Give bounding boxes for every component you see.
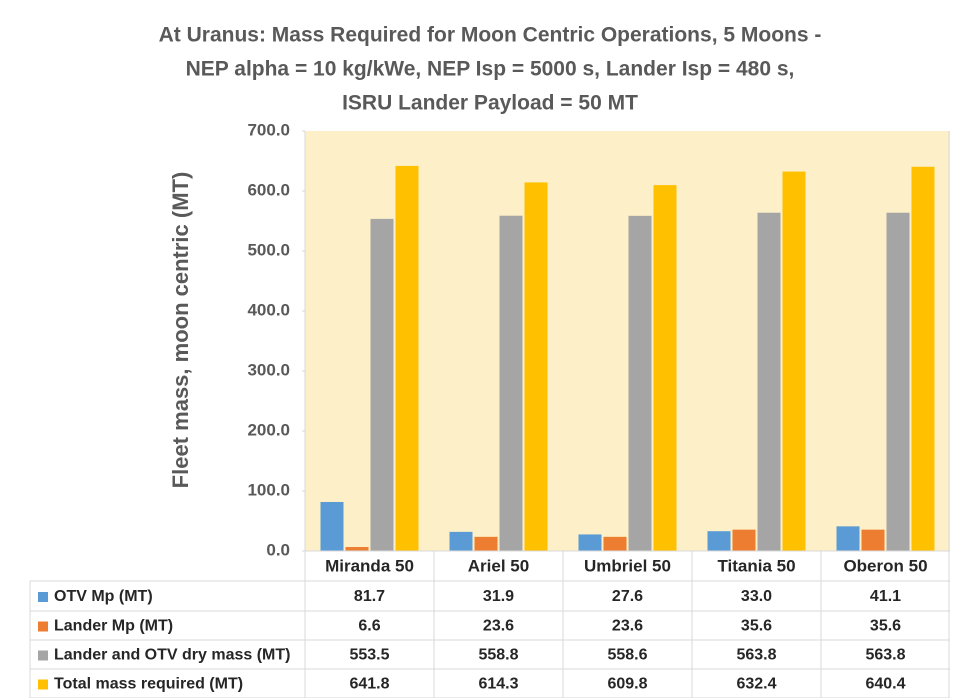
x-tick-label: Titania 50 (717, 556, 795, 575)
table-value: 35.6 (741, 618, 772, 635)
bar (628, 215, 652, 551)
y-tick-label: 0.0 (266, 540, 290, 559)
legend-swatch (38, 650, 48, 661)
y-axis-label: Fleet mass, moon centric (MT) (168, 172, 193, 489)
chart-title: NEP alpha = 10 kg/kWe, NEP Isp = 5000 s,… (186, 58, 795, 81)
x-tick-label: Ariel 50 (468, 556, 529, 575)
table-value: 6.6 (358, 618, 380, 635)
bar (886, 212, 910, 551)
bar (345, 547, 369, 551)
bar (707, 531, 731, 551)
bar (782, 171, 806, 551)
y-tick-label: 100.0 (247, 480, 290, 499)
table-value: 35.6 (870, 618, 901, 635)
bar (524, 182, 548, 552)
table-value: 558.6 (607, 647, 647, 664)
legend-label: Lander and OTV dry mass (MT) (54, 647, 290, 664)
bar (732, 529, 756, 551)
legend-swatch (38, 679, 48, 690)
bar (836, 526, 860, 551)
bar (861, 529, 885, 551)
legend-label: Lander Mp (MT) (54, 618, 173, 635)
chart-title: ISRU Lander Payload = 50 MT (342, 92, 638, 115)
bar (320, 501, 344, 551)
bar (911, 166, 935, 551)
x-tick-label: Miranda 50 (325, 556, 414, 575)
bar (757, 212, 781, 551)
table-value: 553.5 (349, 647, 389, 664)
legend-swatch (38, 592, 48, 602)
x-tick-label: Oberon 50 (843, 556, 927, 575)
bar (603, 536, 627, 551)
bar (499, 215, 523, 551)
bar (653, 185, 677, 551)
table-value: 81.7 (354, 588, 385, 605)
table-value: 31.9 (483, 588, 514, 605)
y-tick-label: 600.0 (247, 180, 290, 199)
table-value: 563.8 (736, 647, 776, 664)
table-value: 632.4 (736, 676, 776, 693)
y-tick-label: 500.0 (247, 240, 290, 259)
table-value: 23.6 (612, 618, 643, 635)
chart-title: At Uranus: Mass Required for Moon Centri… (159, 24, 822, 47)
table-value: 640.4 (865, 676, 905, 693)
x-tick-label: Umbriel 50 (584, 556, 671, 575)
table-value: 614.3 (478, 676, 518, 693)
table-value: 41.1 (870, 588, 901, 605)
y-tick-label: 700.0 (247, 120, 290, 139)
table-value: 33.0 (741, 588, 772, 605)
y-tick-label: 200.0 (247, 420, 290, 439)
legend-label: OTV Mp (MT) (54, 588, 153, 605)
table-value: 27.6 (612, 588, 643, 605)
bar (370, 218, 394, 551)
table-value: 609.8 (607, 676, 647, 693)
y-tick-label: 300.0 (247, 360, 290, 379)
bar (449, 531, 473, 551)
table-value: 23.6 (483, 618, 514, 635)
legend-swatch (38, 621, 48, 632)
bar (474, 536, 498, 551)
y-tick-label: 400.0 (247, 300, 290, 319)
table-value: 641.8 (349, 676, 389, 693)
bar (395, 165, 419, 552)
bar (578, 534, 602, 551)
table-value: 563.8 (865, 647, 905, 664)
table-value: 558.8 (478, 647, 518, 664)
legend-label: Total mass required (MT) (54, 676, 243, 693)
